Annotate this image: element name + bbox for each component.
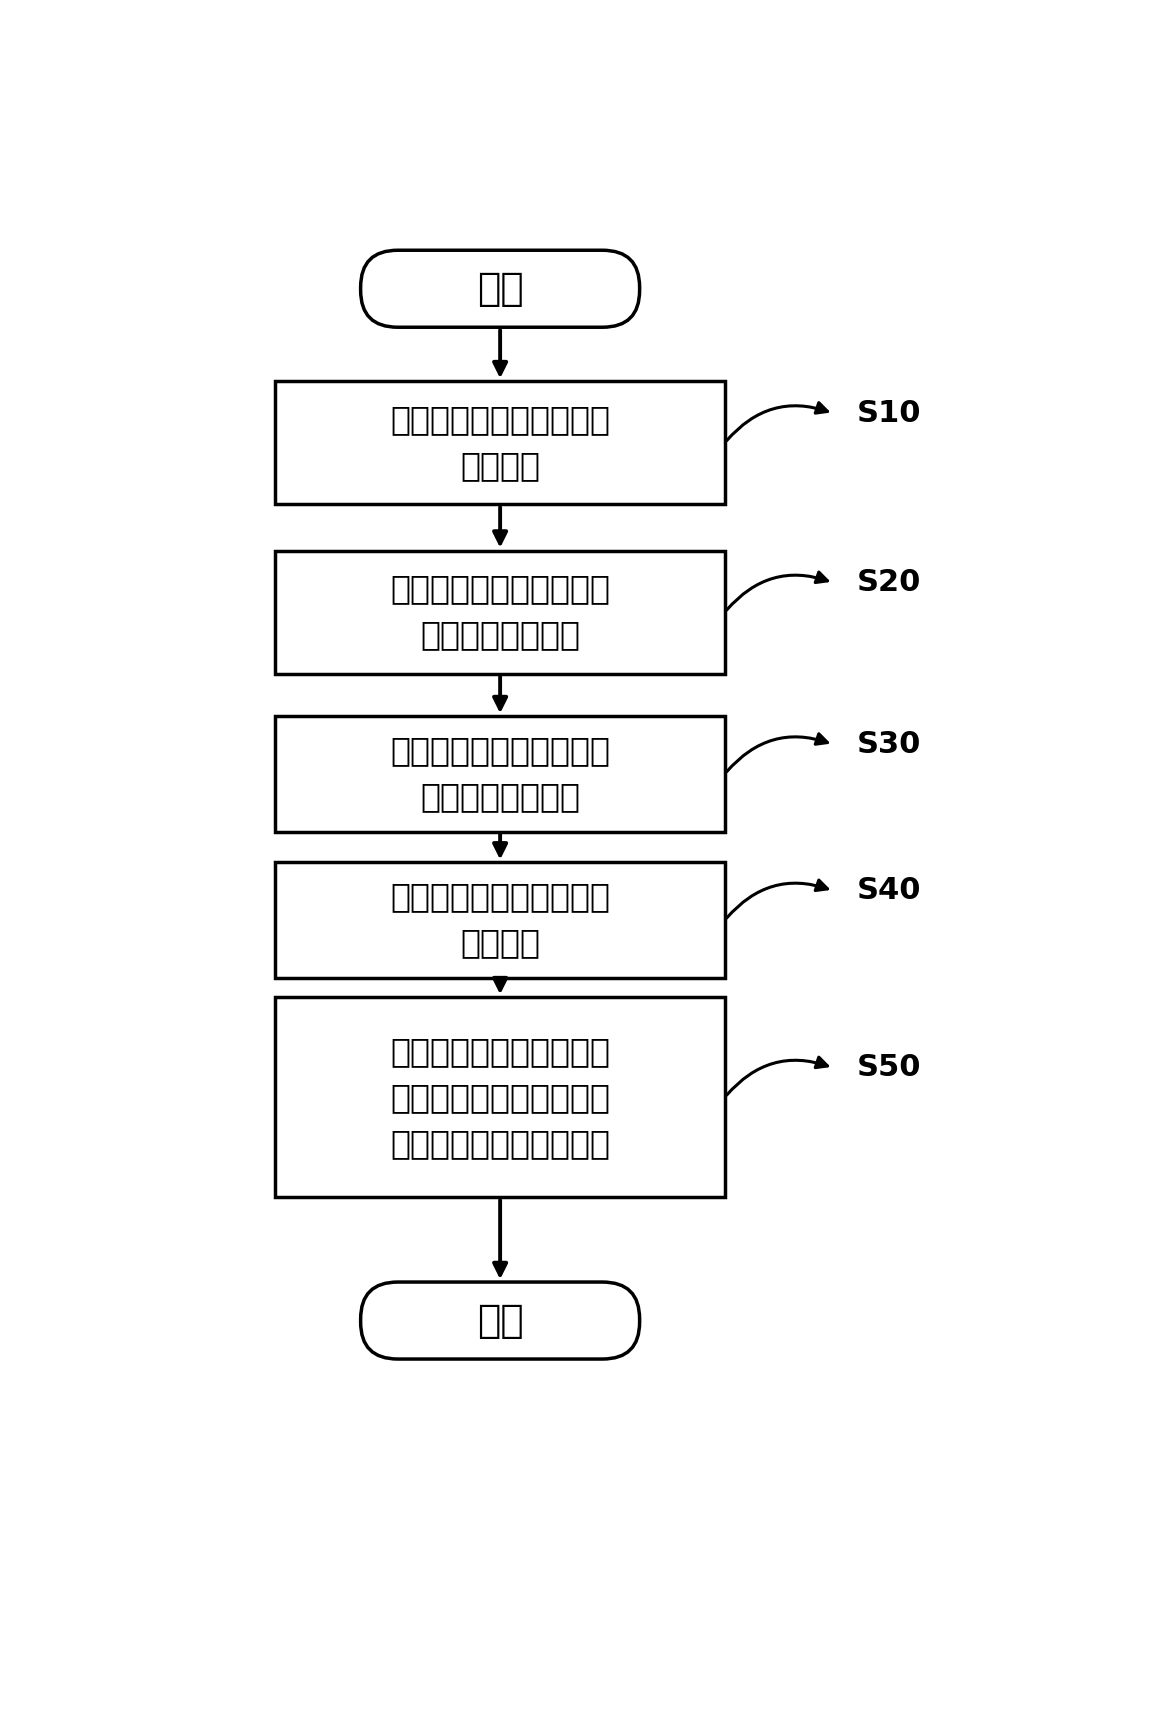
FancyBboxPatch shape (361, 1282, 640, 1358)
Text: 根据节点的权重计算标签
传播概率: 根据节点的权重计算标签 传播概率 (391, 880, 610, 960)
Text: 寻找完全子图，根据完全
子图为节点赋标签: 寻找完全子图，根据完全 子图为节点赋标签 (391, 573, 610, 652)
Text: S40: S40 (857, 877, 921, 906)
Bar (276, 998, 725, 1198)
Text: S30: S30 (857, 730, 921, 759)
Text: 计算邻接列表，计算节点
度并排序: 计算邻接列表，计算节点 度并排序 (391, 404, 610, 482)
FancyBboxPatch shape (361, 250, 640, 328)
Text: 开始: 开始 (477, 269, 524, 307)
Text: 结束: 结束 (477, 1301, 524, 1339)
Text: 由完全子图以及节点自身
属性计算节点权重: 由完全子图以及节点自身 属性计算节点权重 (391, 734, 610, 813)
Bar (276, 716, 725, 832)
Text: S50: S50 (857, 1053, 921, 1082)
Bar (276, 381, 725, 504)
Text: 结合节点相似性，进行标
签传播，引入阈值控制标
签数目，归一化标签集合: 结合节点相似性，进行标 签传播，引入阈值控制标 签数目，归一化标签集合 (391, 1036, 610, 1160)
Text: S20: S20 (857, 568, 921, 597)
Bar (276, 551, 725, 673)
Text: S10: S10 (857, 399, 921, 428)
Bar (276, 863, 725, 979)
